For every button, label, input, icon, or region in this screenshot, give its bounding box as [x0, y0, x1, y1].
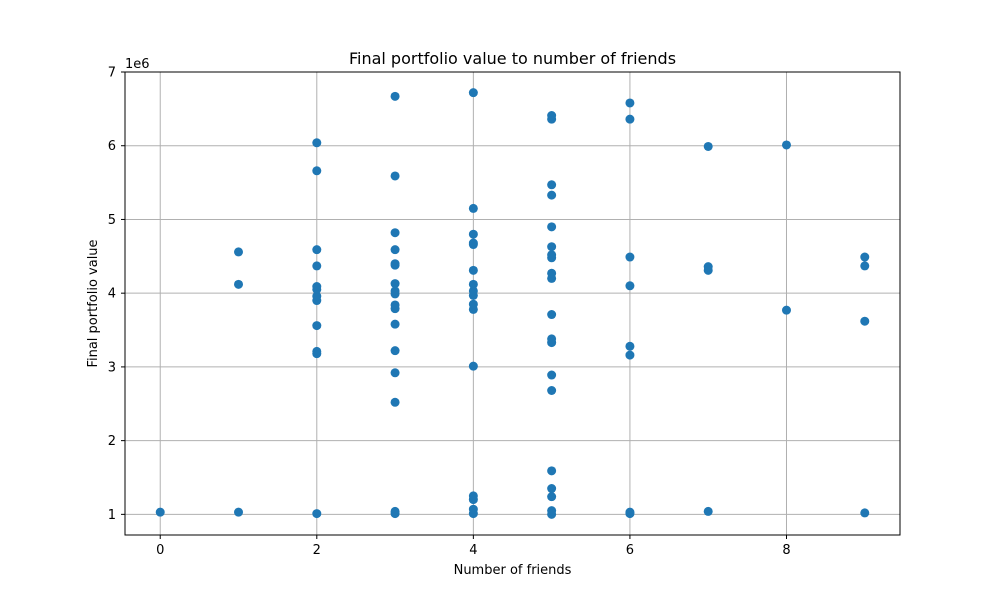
- data-point: [468, 491, 478, 501]
- y-tick-label: 6: [108, 139, 116, 154]
- data-point: [312, 509, 322, 519]
- x-tick-label: 0: [156, 543, 164, 558]
- plot-area-frame: [124, 71, 901, 536]
- data-point: [703, 141, 713, 151]
- data-point: [547, 190, 557, 200]
- data-point: [390, 279, 400, 289]
- y-tick-label: 1: [108, 508, 116, 523]
- data-point: [625, 98, 635, 108]
- axis-ticks: 0 2 4 6 8 1 2 3 4 5 6 7: [108, 66, 791, 559]
- x-tick-label: 2: [313, 543, 321, 558]
- data-point: [234, 507, 244, 517]
- y-tick-label: 3: [108, 360, 116, 375]
- data-point: [547, 385, 557, 395]
- data-point: [468, 88, 478, 98]
- data-point: [468, 238, 478, 248]
- y-axis-title: Final portfolio value: [86, 239, 101, 367]
- data-point: [547, 222, 557, 232]
- data-point: [390, 368, 400, 378]
- data-point: [468, 504, 478, 514]
- y-tick-label: 5: [108, 213, 116, 228]
- data-point: [312, 245, 322, 255]
- data-point: [312, 138, 322, 148]
- data-point: [468, 286, 478, 296]
- data-point: [860, 261, 870, 271]
- data-point: [312, 321, 322, 331]
- y-axis-offset-label: 1e6: [125, 57, 150, 72]
- data-point: [703, 262, 713, 272]
- data-point: [547, 506, 557, 516]
- data-point: [468, 279, 478, 289]
- data-point: [547, 268, 557, 278]
- y-tick-label: 7: [108, 66, 116, 81]
- data-point: [390, 245, 400, 255]
- data-point: [390, 346, 400, 356]
- data-point: [390, 259, 400, 269]
- chart-title: Final portfolio value to number of frien…: [349, 49, 676, 68]
- data-point: [155, 507, 165, 517]
- data-point: [390, 91, 400, 101]
- data-point: [781, 305, 791, 315]
- data-point: [625, 114, 635, 124]
- x-tick-label: 4: [469, 543, 477, 558]
- data-point: [547, 110, 557, 120]
- data-point: [390, 397, 400, 407]
- y-tick-label: 4: [108, 287, 116, 302]
- data-point: [312, 291, 322, 301]
- data-point: [547, 180, 557, 190]
- x-tick-label: 6: [626, 543, 634, 558]
- y-tick-label: 2: [108, 434, 116, 449]
- data-point: [625, 252, 635, 262]
- data-point: [468, 203, 478, 213]
- data-point: [547, 492, 557, 502]
- data-point: [547, 334, 557, 344]
- data-point: [860, 316, 870, 326]
- data-point: [547, 242, 557, 252]
- data-point: [781, 140, 791, 150]
- data-point: [312, 166, 322, 176]
- data-point: [547, 466, 557, 476]
- data-point: [547, 250, 557, 260]
- data-point: [234, 279, 244, 289]
- data-point: [312, 261, 322, 271]
- data-point: [468, 361, 478, 371]
- data-point: [703, 506, 713, 516]
- data-point: [312, 346, 322, 356]
- data-point: [390, 286, 400, 296]
- data-points: [155, 88, 870, 519]
- data-point: [547, 310, 557, 320]
- data-point: [468, 229, 478, 239]
- data-point: [390, 171, 400, 181]
- data-point: [860, 252, 870, 262]
- data-point: [860, 508, 870, 518]
- data-point: [625, 281, 635, 291]
- data-point: [547, 484, 557, 494]
- data-point: [390, 319, 400, 329]
- data-point: [312, 282, 322, 292]
- data-point: [547, 370, 557, 380]
- data-point: [625, 507, 635, 517]
- data-point: [468, 299, 478, 309]
- data-point: [390, 300, 400, 310]
- x-tick-label: 8: [782, 543, 790, 558]
- data-point: [625, 350, 635, 360]
- x-axis-title: Number of friends: [454, 563, 572, 578]
- data-point: [390, 228, 400, 238]
- data-point: [390, 506, 400, 516]
- data-point: [234, 247, 244, 257]
- data-point: [625, 341, 635, 351]
- data-point: [468, 265, 478, 275]
